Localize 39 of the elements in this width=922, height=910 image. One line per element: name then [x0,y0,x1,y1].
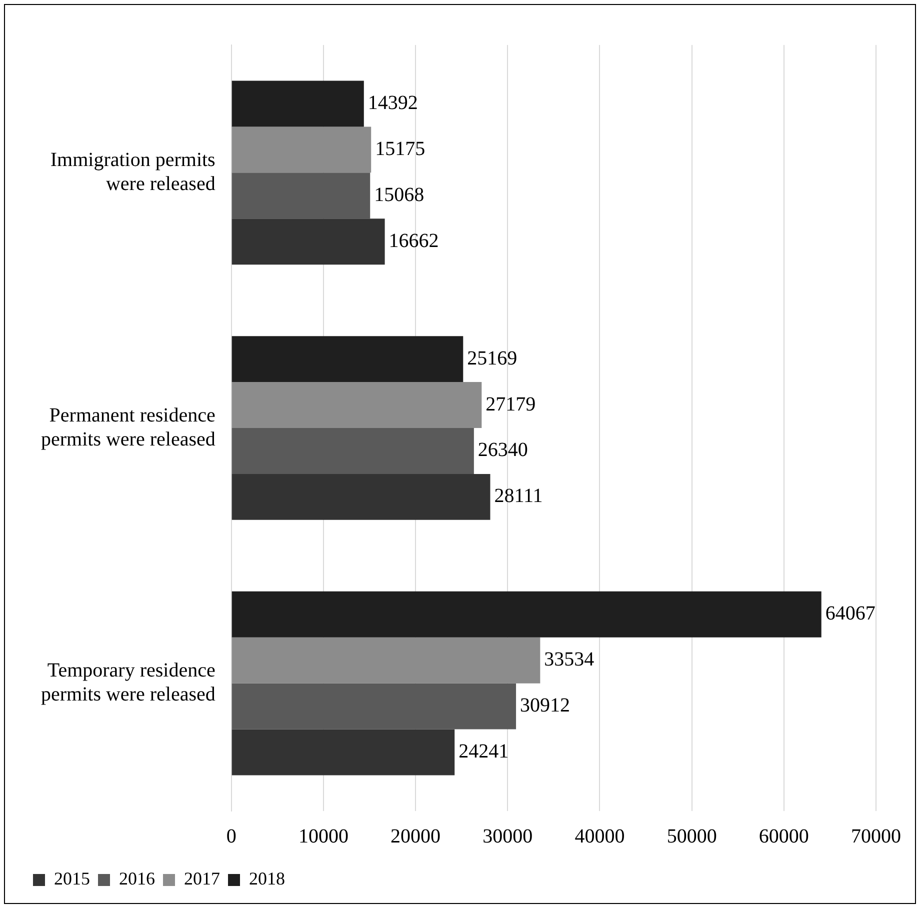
y-tick-label: Temporary residence permits were released [40,660,216,706]
bar [232,172,370,219]
data-label: 16662 [388,230,439,252]
y-tick-label: Immigration permits were released [50,148,216,195]
x-tick-label: 60000 [758,825,809,848]
data-label: 33534 [544,648,594,671]
bar [232,637,540,684]
x-tick-label: 70000 [851,825,901,848]
data-label: 24241 [458,740,509,763]
x-tick-label: 40000 [574,825,625,848]
bar [232,126,372,173]
data-label: 15068 [374,184,424,206]
bar [232,683,516,730]
data-label: 15175 [375,138,426,160]
data-label: 26340 [478,439,528,462]
legend-label: 2015 [54,868,90,889]
data-label: 25169 [467,347,518,370]
legend-label: 2018 [249,868,285,889]
x-tick-label: 0 [226,825,236,848]
bar [232,336,464,382]
bar [232,729,455,776]
y-tick-label: Permanent residence permits were released [40,404,216,450]
bar [232,428,474,474]
data-label: 14392 [368,92,418,114]
x-tick-label: 50000 [666,825,717,848]
x-tick-label: 20000 [390,825,441,848]
bar [232,382,482,428]
data-label: 64067 [825,602,876,625]
bar [232,218,385,265]
data-label: 30912 [520,694,570,717]
data-label: 27179 [486,393,536,416]
legend-label: 2016 [119,868,155,889]
legend-label: 2017 [184,868,220,889]
bar [232,591,822,638]
data-label: 28111 [494,485,543,508]
bar [232,80,364,127]
x-tick-label: 30000 [482,825,533,848]
x-tick-label: 10000 [298,825,348,848]
bar [232,474,490,520]
